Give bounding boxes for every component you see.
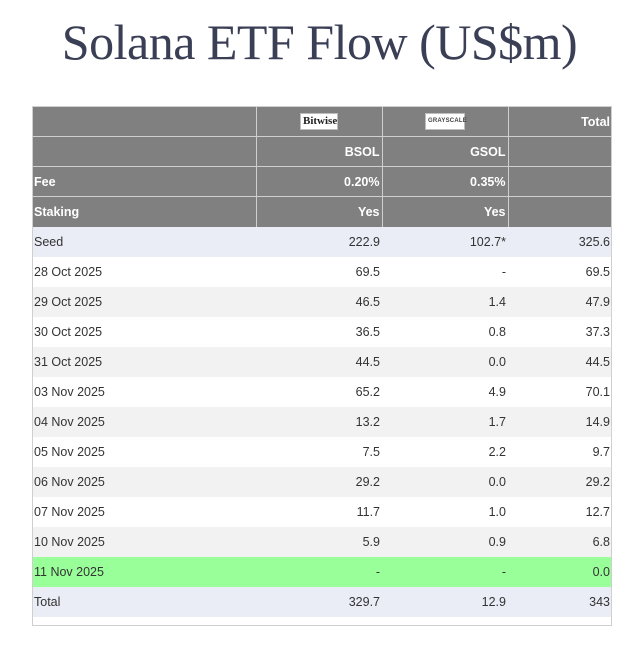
staking-label: Staking bbox=[32, 196, 256, 227]
row-gsol: 1.7 bbox=[382, 406, 508, 437]
gsol-ticker: GSOL bbox=[381, 136, 508, 167]
row-total: 37.3 bbox=[508, 316, 612, 347]
table-row: 29 Oct 2025 46.5 1.4 47.9 bbox=[32, 286, 612, 317]
table-row: 28 Oct 2025 69.5 - 69.5 bbox=[32, 256, 612, 287]
row-bsol: 65.2 bbox=[256, 376, 382, 407]
row-gsol: 0.8 bbox=[382, 316, 508, 347]
row-date: 31 Oct 2025 bbox=[32, 346, 256, 377]
row-bsol: 329.7 bbox=[256, 586, 382, 617]
row-gsol: 0.9 bbox=[382, 526, 508, 557]
row-total: 44.5 bbox=[508, 346, 612, 377]
header-empty-cell bbox=[32, 136, 256, 167]
row-total: 14.9 bbox=[508, 406, 612, 437]
table-row: 04 Nov 2025 13.2 1.7 14.9 bbox=[32, 406, 612, 437]
row-date: 30 Oct 2025 bbox=[32, 316, 256, 347]
bitwise-logo: Bitwise bbox=[300, 113, 338, 130]
row-bsol: 13.2 bbox=[256, 406, 382, 437]
row-gsol: - bbox=[382, 556, 508, 587]
header-row-fee: Fee 0.20% 0.35% bbox=[32, 166, 612, 197]
bitwise-logo-cell: Bitwise bbox=[255, 106, 382, 137]
row-total: 70.1 bbox=[508, 376, 612, 407]
header-empty-cell bbox=[32, 106, 256, 137]
row-bsol: 69.5 bbox=[256, 256, 382, 287]
table-row-total: Total 329.7 12.9 343 bbox=[32, 586, 612, 617]
table-row: 03 Nov 2025 65.2 4.9 70.1 bbox=[32, 376, 612, 407]
bsol-staking: Yes bbox=[255, 196, 382, 227]
header-row-tickers: BSOL GSOL bbox=[32, 136, 612, 167]
table-row: 07 Nov 2025 11.7 1.0 12.7 bbox=[32, 496, 612, 527]
row-bsol: 11.7 bbox=[256, 496, 382, 527]
row-bsol: 7.5 bbox=[256, 436, 382, 467]
header-row-logos: Bitwise GRAYSCALE Total bbox=[32, 106, 612, 137]
grayscale-logo: GRAYSCALE bbox=[425, 113, 467, 130]
header-empty-cell bbox=[507, 196, 612, 227]
row-gsol: 12.9 bbox=[382, 586, 508, 617]
row-gsol: 1.0 bbox=[382, 496, 508, 527]
table-row: 31 Oct 2025 44.5 0.0 44.5 bbox=[32, 346, 612, 377]
table-row-highlighted: 11 Nov 2025 - - 0.0 bbox=[32, 556, 612, 587]
row-gsol: 4.9 bbox=[382, 376, 508, 407]
header-empty-cell bbox=[507, 166, 612, 197]
bsol-ticker: BSOL bbox=[255, 136, 382, 167]
row-gsol: 1.4 bbox=[382, 286, 508, 317]
row-date: Seed bbox=[32, 226, 256, 257]
row-gsol: 0.0 bbox=[382, 466, 508, 497]
header-row-staking: Staking Yes Yes bbox=[32, 196, 612, 227]
table-row: 05 Nov 2025 7.5 2.2 9.7 bbox=[32, 436, 612, 467]
row-total: 0.0 bbox=[508, 556, 612, 587]
row-total: 69.5 bbox=[508, 256, 612, 287]
grayscale-logo-cell: GRAYSCALE bbox=[381, 106, 508, 137]
fee-label: Fee bbox=[32, 166, 256, 197]
row-date: 05 Nov 2025 bbox=[32, 436, 256, 467]
bsol-fee: 0.20% bbox=[255, 166, 382, 197]
row-total: 12.7 bbox=[508, 496, 612, 527]
row-gsol: 2.2 bbox=[382, 436, 508, 467]
row-gsol: 102.7* bbox=[382, 226, 508, 257]
gsol-staking: Yes bbox=[381, 196, 508, 227]
table-row: 06 Nov 2025 29.2 0.0 29.2 bbox=[32, 466, 612, 497]
row-date: 28 Oct 2025 bbox=[32, 256, 256, 287]
table-row-seed: Seed 222.9 102.7* 325.6 bbox=[32, 226, 612, 257]
row-total: 6.8 bbox=[508, 526, 612, 557]
page-title: Solana ETF Flow (US$m) bbox=[61, 14, 578, 70]
header-empty-cell bbox=[507, 136, 612, 167]
row-date: 10 Nov 2025 bbox=[32, 526, 256, 557]
row-date: 03 Nov 2025 bbox=[32, 376, 256, 407]
row-date: Total bbox=[32, 586, 256, 617]
table-row: 30 Oct 2025 36.5 0.8 37.3 bbox=[32, 316, 612, 347]
etf-flow-table: Bitwise GRAYSCALE Total BSOL GSOL Fee 0.… bbox=[32, 106, 612, 617]
row-bsol: 36.5 bbox=[256, 316, 382, 347]
row-bsol: 44.5 bbox=[256, 346, 382, 377]
total-column-header: Total bbox=[507, 106, 612, 137]
table-row: 10 Nov 2025 5.9 0.9 6.8 bbox=[32, 526, 612, 557]
row-bsol: 46.5 bbox=[256, 286, 382, 317]
row-date: 04 Nov 2025 bbox=[32, 406, 256, 437]
row-total: 325.6 bbox=[508, 226, 612, 257]
row-bsol: 222.9 bbox=[256, 226, 382, 257]
row-date: 07 Nov 2025 bbox=[32, 496, 256, 527]
row-bsol: - bbox=[256, 556, 382, 587]
row-date: 11 Nov 2025 bbox=[32, 556, 256, 587]
row-gsol: 0.0 bbox=[382, 346, 508, 377]
row-total: 47.9 bbox=[508, 286, 612, 317]
row-total: 9.7 bbox=[508, 436, 612, 467]
row-date: 06 Nov 2025 bbox=[32, 466, 256, 497]
row-total: 343 bbox=[508, 586, 612, 617]
row-bsol: 29.2 bbox=[256, 466, 382, 497]
gsol-fee: 0.35% bbox=[381, 166, 508, 197]
row-date: 29 Oct 2025 bbox=[32, 286, 256, 317]
row-gsol: - bbox=[382, 256, 508, 287]
row-total: 29.2 bbox=[508, 466, 612, 497]
row-bsol: 5.9 bbox=[256, 526, 382, 557]
